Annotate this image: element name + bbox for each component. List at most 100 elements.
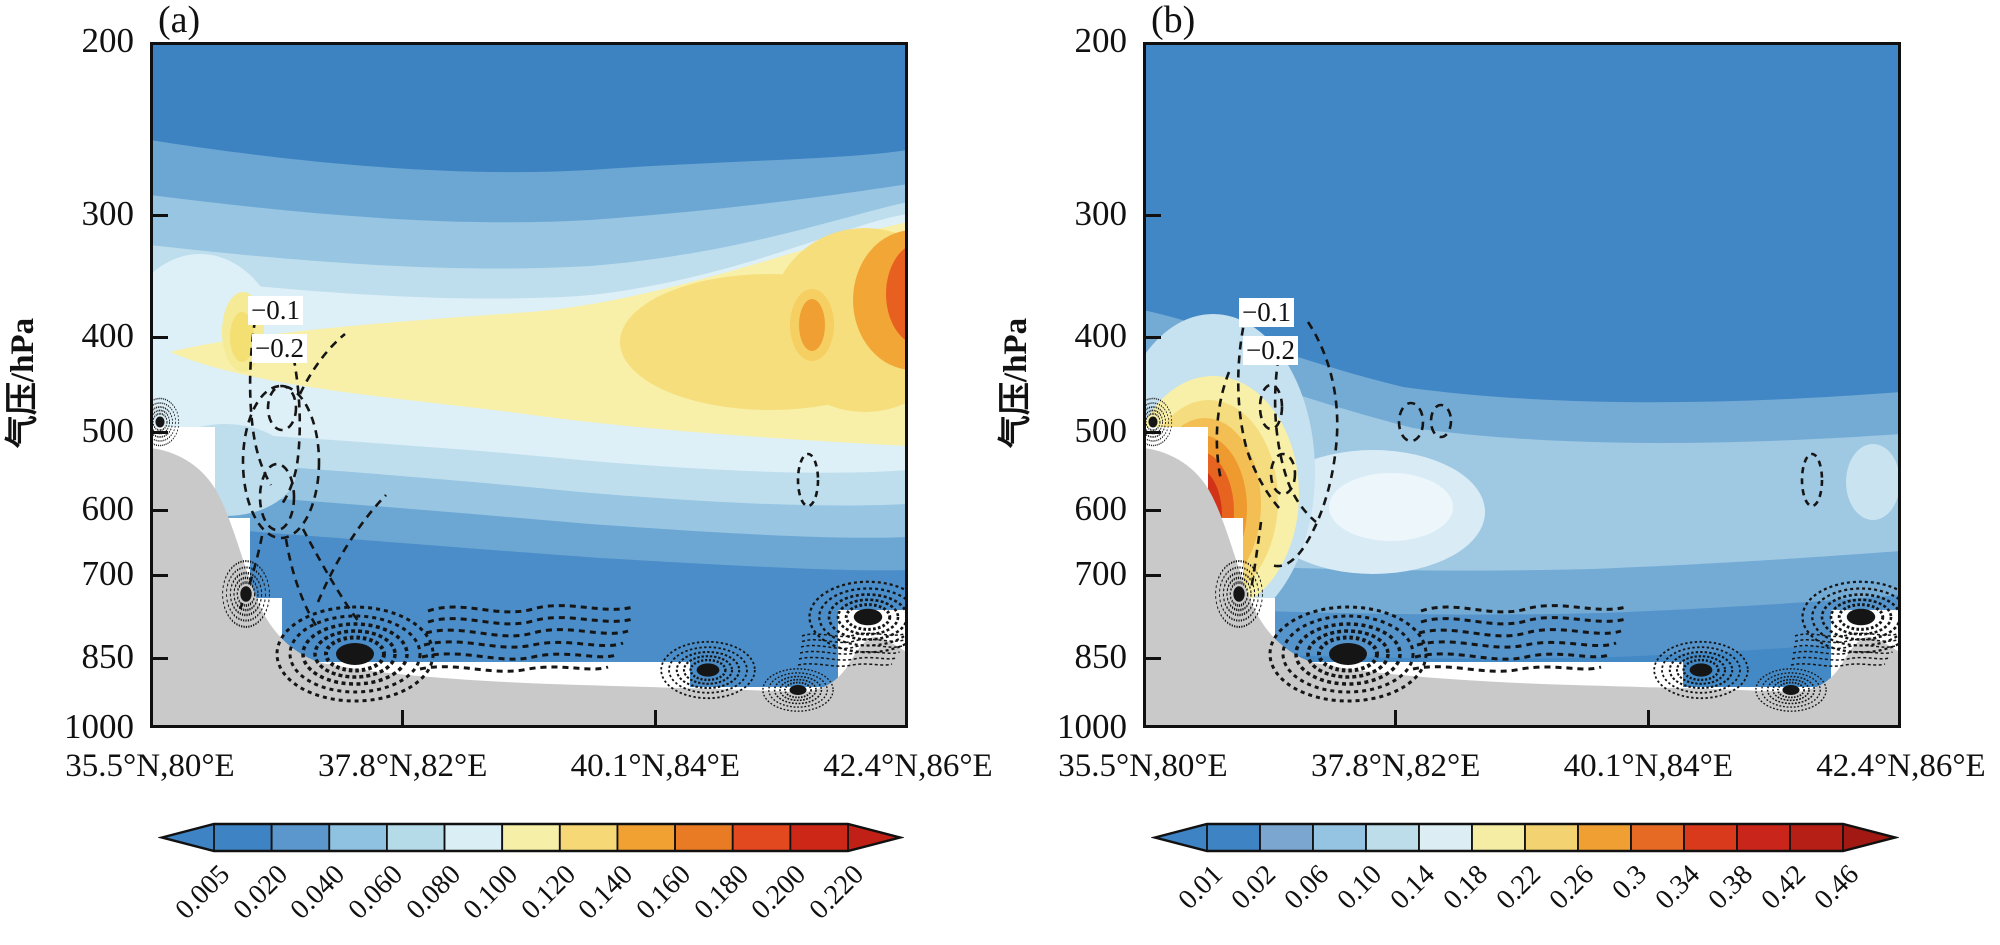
contour-field-b [1143, 42, 1901, 728]
closed-contour-cell-b [1800, 452, 1824, 508]
colorbar-level-label-b: 0.01 [1172, 859, 1229, 916]
y-tick-a [153, 508, 168, 512]
y-tick-label-b: 500 [1074, 411, 1128, 450]
y-tick-label-a: 1000 [64, 707, 134, 746]
colorbar-level-label-a: 0.080 [399, 859, 467, 926]
colorbar-cell-a [443, 823, 504, 852]
axis-box-a [150, 42, 908, 728]
y-tick-label-a: 300 [81, 194, 135, 233]
y-tick-b [1146, 656, 1161, 660]
x-tick-label-b: 40.1°N,84°E [1563, 748, 1733, 784]
y-tick-label-a: 600 [81, 489, 135, 528]
colorbar-cell-b [1418, 823, 1473, 852]
y-tick-a [153, 573, 168, 577]
y-tick-label-b: 850 [1074, 637, 1128, 676]
max-a [886, 246, 908, 342]
colorbar-level-label-b: 0.38 [1702, 859, 1759, 916]
colorbar-cell-a [501, 823, 561, 852]
colorbar-level-label-b: 0.3 [1606, 859, 1653, 906]
colorbar-cell-b [1365, 823, 1420, 852]
y-tick-label-a: 200 [81, 21, 135, 60]
y-tick-label-b: 700 [1074, 554, 1128, 593]
y-tick-label-a: 700 [81, 554, 135, 593]
y-tick-label-a: 400 [81, 316, 135, 355]
x-tick-label-b: 42.4°N,86°E [1816, 748, 1986, 784]
plot-area-panel-b [1143, 42, 1901, 728]
y-tick-label-b: 300 [1074, 194, 1128, 233]
x-tick-label-b: 35.5°N,80°E [1058, 748, 1228, 784]
axis-box-b [1143, 42, 1901, 728]
contour-label-b-02: −0.2 [1243, 336, 1298, 365]
secondary-max-a [799, 299, 825, 351]
colorbar-right-arrow-a [848, 824, 900, 851]
contour-field-a [150, 42, 908, 728]
y-tick-b [1146, 508, 1161, 512]
y-tick-b [1146, 213, 1161, 217]
colorbar-a [158, 822, 904, 853]
colorbar-level-label-b: 0.10 [1331, 859, 1388, 916]
x-tick-a [653, 710, 657, 725]
colorbar-cell-b [1789, 823, 1844, 852]
colorbar-level-label-a: 0.140 [572, 859, 640, 926]
y-tick-a [153, 656, 168, 660]
panel-letter-a: (a) [158, 0, 201, 41]
colorbar-level-label-a: 0.180 [688, 859, 755, 926]
x-tick-b [1646, 710, 1650, 725]
panel-letter-b: (b) [1151, 0, 1196, 41]
x-tick-label-a: 40.1°N,84°E [570, 748, 740, 784]
colorbar-cell-b [1206, 823, 1261, 852]
x-tick-label-a: 35.5°N,80°E [65, 748, 235, 784]
colorbar-level-label-b: 0.06 [1278, 859, 1335, 916]
colorbar-level-label-a: 0.040 [284, 859, 352, 926]
colorbar-level-label-a: 0.060 [342, 859, 409, 926]
colorbar-cell-b [1683, 823, 1738, 852]
y-tick-b [1146, 430, 1161, 434]
colorbar-level-label-b: 0.34 [1649, 859, 1706, 916]
colorbar-level-label-a: 0.020 [227, 859, 294, 926]
colorbar-left-arrow-b [1155, 824, 1207, 851]
x-tick-a [401, 710, 405, 725]
y-tick-a [153, 335, 168, 339]
y-tick-label-b: 1000 [1057, 707, 1127, 746]
closed-contour-cell-a [796, 452, 820, 508]
y-tick-b [1146, 335, 1161, 339]
colorbar-right-arrow-b [1843, 824, 1895, 851]
colorbar-cell-a [386, 823, 446, 852]
colorbar-level-label-a: 0.220 [803, 859, 870, 926]
y-tick-a [153, 213, 168, 217]
colorbar-level-label-b: 0.26 [1543, 859, 1600, 916]
colorbar-level-label-a: 0.100 [457, 859, 525, 926]
x-tick-label-a: 37.8°N,82°E [317, 748, 488, 784]
colorbar-cell-b [1524, 823, 1579, 852]
y-tick-label-b: 400 [1074, 316, 1128, 355]
colorbar-cell-b [1577, 823, 1632, 852]
colorbar-level-label-b: 0.14 [1384, 859, 1441, 916]
colorbar-cell-b [1259, 823, 1314, 852]
colorbar-level-label-b: 0.42 [1755, 859, 1812, 916]
y-tick-label-b: 200 [1074, 21, 1128, 60]
colorbar-cell-b [1736, 823, 1791, 852]
plot-area-panel-a [150, 42, 908, 728]
y-tick-label-b: 600 [1074, 489, 1128, 528]
colorbar-cell-a [558, 823, 619, 852]
negative-contours-b [1215, 313, 1824, 591]
negative-contours-a [238, 319, 820, 633]
y-tick-label-a: 850 [81, 637, 135, 676]
contour-label-a-01: −0.1 [248, 296, 303, 325]
y-tick-b [1146, 573, 1161, 577]
colorbar-cell-b [1471, 823, 1526, 852]
colorbar-cell-b [1630, 823, 1685, 852]
colorbar-level-label-b: 0.18 [1437, 859, 1494, 916]
contour-label-b-01: −0.1 [1239, 298, 1294, 327]
colorbar-cell-a [731, 823, 792, 852]
colorbar-level-label-a: 0.120 [515, 859, 582, 926]
colorbar-level-label-b: 0.46 [1808, 859, 1865, 916]
colorbar-level-label-a: 0.005 [169, 859, 236, 926]
colorbar-level-label-b: 0.22 [1490, 859, 1547, 916]
colorbar-cell-a [616, 823, 676, 852]
contour-label-a-02: −0.2 [252, 334, 307, 363]
y-tick-label-a: 500 [81, 411, 135, 450]
colorbar-cell-a [213, 823, 273, 852]
colorbar-level-label-a: 0.200 [745, 859, 813, 926]
